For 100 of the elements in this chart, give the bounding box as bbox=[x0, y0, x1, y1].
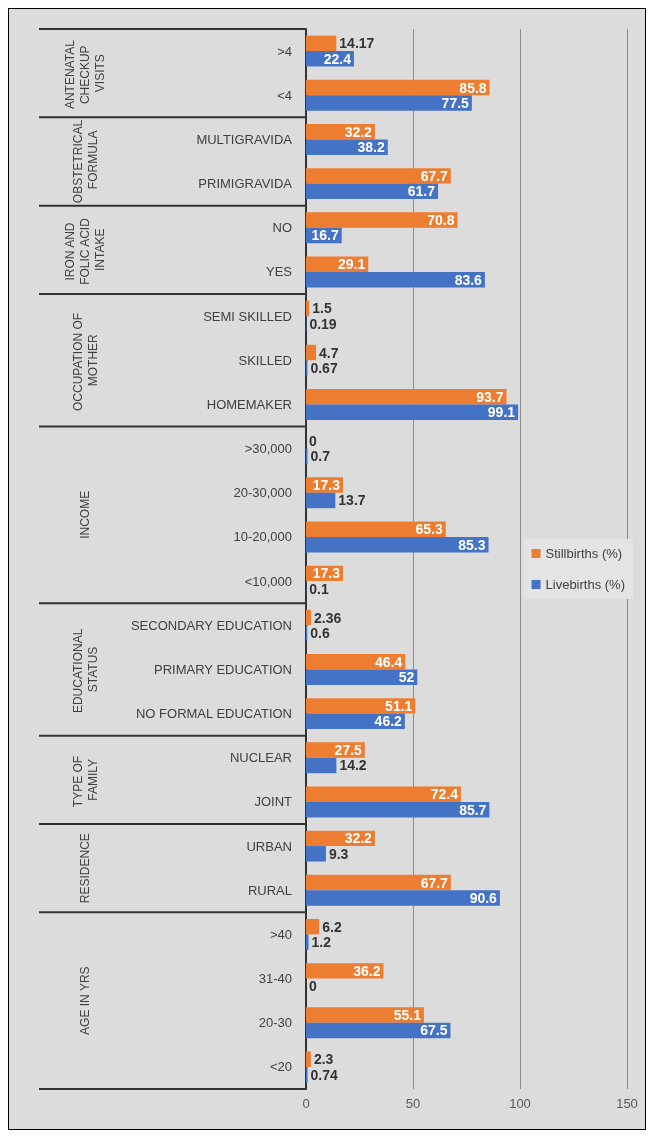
data-label: 2.36 bbox=[314, 609, 342, 626]
bar bbox=[306, 1051, 311, 1067]
y-tick-label: URBAN bbox=[246, 838, 292, 854]
bar bbox=[306, 609, 312, 626]
text: IRON AND FOLIC ACID INTAKE bbox=[63, 214, 107, 285]
data-label: 0.67 bbox=[310, 359, 338, 376]
data-label: 67.5 bbox=[420, 1022, 448, 1039]
data-label: 9.3 bbox=[328, 845, 349, 862]
text: OBSTETRICAL FORMULA bbox=[70, 119, 100, 204]
y-tick-label: SEMI SKILLED bbox=[203, 308, 292, 324]
data-label: 65.3 bbox=[415, 521, 443, 538]
data-label: 0.19 bbox=[309, 315, 337, 332]
y-tick-label: >40 bbox=[269, 926, 292, 942]
data-label: 17.3 bbox=[312, 565, 341, 582]
bar bbox=[306, 404, 519, 420]
data-label: 32.2 bbox=[344, 123, 373, 140]
data-label: 61.7 bbox=[407, 183, 436, 200]
text: EDUCATIONAL STATUS bbox=[70, 625, 100, 714]
y-tick-label: >30,000 bbox=[244, 441, 292, 457]
data-label: 36.2 bbox=[353, 962, 381, 979]
bar bbox=[306, 918, 320, 935]
y-tick-label: NUCLEAR bbox=[229, 750, 292, 766]
data-label: 17.3 bbox=[312, 477, 341, 494]
y-tick-label: <10,000 bbox=[244, 573, 292, 589]
data-label: 0.74 bbox=[310, 1066, 339, 1083]
bar bbox=[306, 934, 309, 950]
data-label: 51.1 bbox=[385, 697, 413, 714]
bar bbox=[306, 1007, 424, 1023]
text: ANTENATAL CHECKUP VISITS bbox=[63, 37, 107, 110]
bar bbox=[306, 388, 507, 405]
bar bbox=[306, 698, 416, 714]
data-label: 85.7 bbox=[459, 801, 487, 818]
data-label: 1.2 bbox=[311, 934, 332, 951]
data-label: 0.1 bbox=[309, 580, 329, 597]
bar bbox=[306, 669, 418, 685]
data-label: 70.8 bbox=[427, 212, 455, 229]
bar bbox=[306, 874, 451, 891]
bar bbox=[306, 890, 500, 906]
legend-label: Livebirths (%) bbox=[545, 577, 625, 592]
data-label: 14.2 bbox=[339, 757, 367, 774]
y-tick-label: MULTIGRAVIDA bbox=[196, 131, 293, 147]
text: AGE IN YRS bbox=[78, 966, 92, 1035]
bar bbox=[306, 846, 326, 862]
data-label: 22.4 bbox=[323, 50, 352, 67]
data-label: 0 bbox=[309, 432, 317, 449]
bar bbox=[306, 521, 446, 537]
data-label: 67.7 bbox=[420, 167, 449, 184]
text: TYPE OF FAMILY bbox=[70, 752, 100, 808]
y-tick-label: SECONDARY EDUCATION bbox=[130, 617, 292, 633]
data-label: 27.5 bbox=[334, 742, 363, 759]
y-tick-label: YES bbox=[265, 264, 293, 280]
y-tick-label: <4 bbox=[277, 87, 292, 103]
data-label: 90.6 bbox=[469, 889, 498, 906]
data-label: 55.1 bbox=[393, 1007, 422, 1024]
data-label: 38.2 bbox=[357, 139, 385, 156]
data-label: 0.6 bbox=[310, 624, 330, 641]
data-label: 32.2 bbox=[344, 830, 373, 847]
data-label: 0 bbox=[309, 978, 317, 995]
data-label: 6.2 bbox=[322, 918, 342, 935]
y-tick-label: RURAL bbox=[247, 882, 292, 898]
data-label: 13.7 bbox=[338, 492, 366, 509]
data-label: 77.5 bbox=[441, 94, 470, 111]
bar bbox=[306, 536, 489, 553]
y-tick-label: NO FORMAL EDUCATION bbox=[135, 706, 292, 722]
data-label: 1.5 bbox=[312, 300, 332, 317]
x-tick-label: 150 bbox=[616, 1096, 638, 1111]
y-tick-label: SKILLED bbox=[238, 352, 292, 368]
data-label: 52 bbox=[398, 669, 415, 686]
data-label: 0.7 bbox=[310, 448, 331, 465]
y-tick-label: 10-20,000 bbox=[233, 529, 292, 545]
data-label: 93.7 bbox=[476, 388, 504, 405]
bar bbox=[306, 786, 461, 802]
data-label: 46.4 bbox=[375, 653, 403, 670]
bar bbox=[306, 757, 337, 774]
data-label: 99.1 bbox=[487, 404, 516, 421]
bar bbox=[306, 300, 310, 317]
y-tick-label: NO bbox=[272, 220, 292, 236]
x-tick-label: 50 bbox=[405, 1096, 421, 1111]
text: OCCUPATION OF MOTHER bbox=[70, 309, 100, 412]
y-tick-label: 20-30 bbox=[258, 1015, 292, 1031]
data-label: 16.7 bbox=[311, 227, 339, 244]
bar bbox=[306, 168, 451, 184]
data-label: 2.3 bbox=[313, 1051, 334, 1068]
bar bbox=[306, 344, 317, 361]
data-label: 85.3 bbox=[458, 536, 486, 553]
legend-label: Stillbirths (%) bbox=[545, 546, 623, 561]
data-label: 46.2 bbox=[374, 713, 403, 730]
data-label: 72.4 bbox=[430, 786, 459, 803]
bar bbox=[306, 212, 458, 228]
x-tick-label: 0 bbox=[302, 1096, 310, 1111]
bar bbox=[306, 79, 490, 96]
y-tick-label: PRIMARY EDUCATION bbox=[154, 661, 292, 677]
bar bbox=[306, 801, 490, 818]
y-tick-label: >4 bbox=[277, 43, 292, 59]
text: INCOME bbox=[78, 490, 92, 539]
data-label: 85.8 bbox=[459, 79, 487, 96]
data-label: 14.17 bbox=[339, 35, 375, 52]
bar bbox=[306, 271, 485, 288]
y-tick-label: PRIMIGRAVIDA bbox=[198, 176, 293, 192]
text: RESIDENCE bbox=[78, 833, 92, 904]
